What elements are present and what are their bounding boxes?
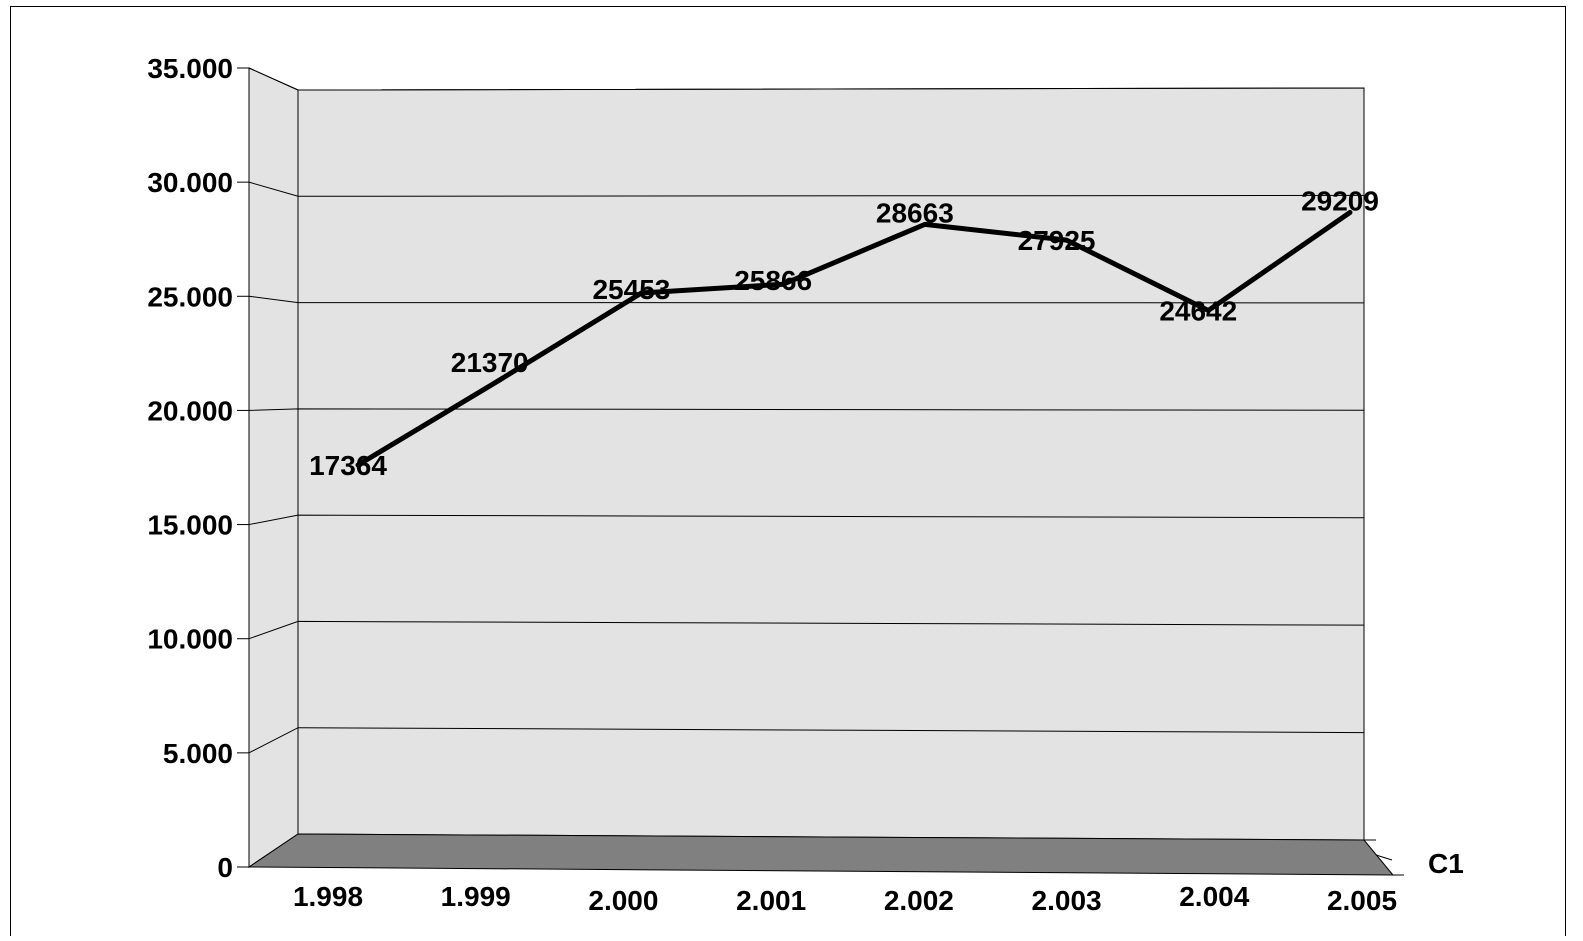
chart-walls	[247, 67, 1395, 876]
x-tick-label: 1.999	[441, 881, 511, 912]
data-label: 21370	[451, 347, 529, 378]
y-tick-label: 20.000	[147, 395, 233, 426]
data-label: 28663	[876, 197, 954, 228]
data-label: 17364	[309, 450, 387, 481]
gridlines	[248, 67, 1365, 754]
series-name-label: C1	[1364, 839, 1464, 879]
y-tick-label: 25.000	[147, 281, 233, 312]
gridline	[248, 295, 1365, 304]
series-line	[355, 209, 1353, 468]
data-label: 25453	[592, 274, 670, 305]
data-label: 25866	[734, 265, 812, 296]
gridline	[248, 181, 1365, 197]
y-tick-label: 15.000	[147, 510, 233, 541]
series-c1	[355, 209, 1353, 468]
x-tick-label: 2.001	[736, 885, 806, 916]
data-label: 27925	[1018, 225, 1096, 256]
x-tick-label: 2.005	[1327, 885, 1397, 916]
y-axis-ticks: 0 5.000 10.000 15.000 20.000 25.000 30.000 35.0…	[147, 53, 249, 883]
data-label: 24642	[1159, 295, 1237, 326]
series-name: C1	[1428, 848, 1464, 879]
gridline	[248, 620, 1365, 640]
x-tick-label: 2.000	[588, 885, 658, 916]
y-tick-label: 10.000	[147, 624, 233, 655]
y-tick-label: 30.000	[147, 167, 233, 198]
gridline	[248, 514, 1365, 526]
gridline	[248, 727, 1365, 754]
x-axis-ticks: 1.998 1.999 2.000 2.001 2.002 2.003 2.004 2.005	[293, 881, 1397, 916]
chart-frame	[10, 6, 1566, 936]
series-tick	[1375, 854, 1393, 861]
y-tick-label: 5.000	[163, 738, 233, 769]
gridline	[248, 408, 1365, 411]
y-tick-label: 0	[217, 852, 233, 883]
side-wall	[248, 67, 299, 868]
x-tick-label: 1.998	[293, 881, 363, 912]
x-tick-label: 2.003	[1032, 885, 1102, 916]
back-wall	[297, 87, 1365, 841]
data-labels: 17364 21370 25453 25866 28663 27925 24642 29209	[309, 185, 1379, 481]
x-tick-label: 2.002	[884, 885, 954, 916]
data-label: 29209	[1301, 185, 1379, 216]
floor	[247, 833, 1395, 876]
y-tick-label: 35.000	[147, 53, 233, 84]
x-tick-label: 2.004	[1179, 881, 1249, 912]
gridline	[248, 67, 1365, 91]
